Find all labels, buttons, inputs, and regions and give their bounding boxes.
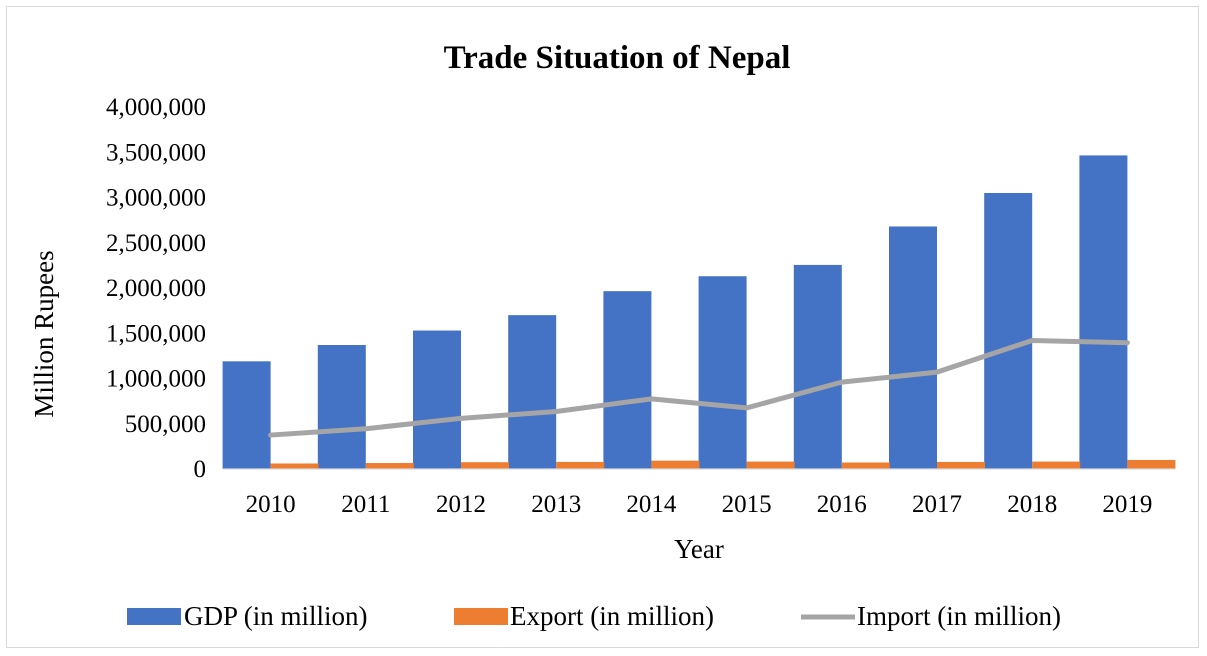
x-tick-label: 2010: [246, 491, 296, 518]
y-tick-label: 500,000: [125, 411, 206, 438]
y-tick-label: 2,500,000: [106, 230, 206, 257]
export-bar: [1127, 459, 1176, 469]
export-bar: [365, 463, 414, 469]
gdp-bar: [508, 315, 557, 469]
y-axis-ticks: 0 500,000 1,000,000 1,500,000 2,000,000 2,500…: [106, 94, 206, 483]
export-bar: [841, 462, 890, 469]
bars-layer: [222, 155, 1176, 470]
x-axis-title: Year: [674, 534, 724, 564]
x-tick-label: 2011: [341, 491, 390, 518]
gdp-bar: [698, 276, 747, 469]
x-tick-label: 2013: [531, 491, 581, 518]
x-axis-ticks: 2010 2011 2012 2013 2014 2015 2016 2017 2018 2019: [246, 491, 1153, 518]
legend-label-export: Export (in million): [510, 601, 714, 631]
chart-title: Trade Situation of Nepal: [444, 40, 791, 76]
export-bar: [651, 460, 700, 469]
y-tick-label: 2,000,000: [106, 275, 206, 302]
import-series-line: [268, 337, 1130, 438]
x-tick-label: 2016: [817, 491, 867, 518]
export-bar: [270, 463, 319, 469]
gdp-bar: [793, 264, 842, 469]
x-tick-label: 2017: [912, 491, 962, 518]
y-tick-label: 3,500,000: [106, 139, 206, 166]
y-tick-label: 3,000,000: [106, 185, 206, 212]
legend-swatch-gdp: [127, 608, 181, 625]
legend: GDP (in million) Export (in million) Impor…: [127, 601, 1061, 631]
legend-label-gdp: GDP (in million): [184, 601, 368, 631]
export-bar: [1032, 461, 1081, 469]
x-tick-label: 2019: [1102, 491, 1152, 518]
legend-swatch-export: [454, 608, 508, 625]
gdp-bar: [317, 345, 366, 469]
x-tick-label: 2018: [1007, 491, 1057, 518]
y-tick-label: 1,000,000: [106, 366, 206, 393]
export-bar: [937, 461, 985, 469]
gdp-bar: [1079, 155, 1128, 470]
gdp-bar: [413, 330, 461, 469]
chart-svg: Trade Situation of Nepal 0 500,000 1,000,0…: [29, 40, 1176, 631]
export-bar: [746, 461, 795, 469]
y-tick-label: 1,500,000: [106, 320, 206, 347]
chart-frame: Trade Situation of Nepal 0 500,000 1,000,0…: [6, 6, 1199, 648]
import-line-layer: [268, 337, 1130, 438]
export-bar: [556, 461, 605, 469]
gdp-bar: [889, 226, 937, 469]
x-tick-label: 2015: [722, 491, 772, 518]
gdp-bar: [984, 192, 1033, 469]
x-tick-label: 2014: [626, 491, 677, 518]
y-axis-title: Million Rupees: [29, 250, 59, 417]
y-tick-label: 0: [194, 456, 207, 483]
gdp-bar: [222, 361, 271, 469]
x-tick-label: 2012: [436, 491, 486, 518]
gdp-bar: [603, 291, 652, 469]
legend-label-import: Import (in million): [857, 601, 1061, 631]
export-bar: [461, 462, 509, 469]
y-tick-label: 4,000,000: [106, 94, 206, 121]
